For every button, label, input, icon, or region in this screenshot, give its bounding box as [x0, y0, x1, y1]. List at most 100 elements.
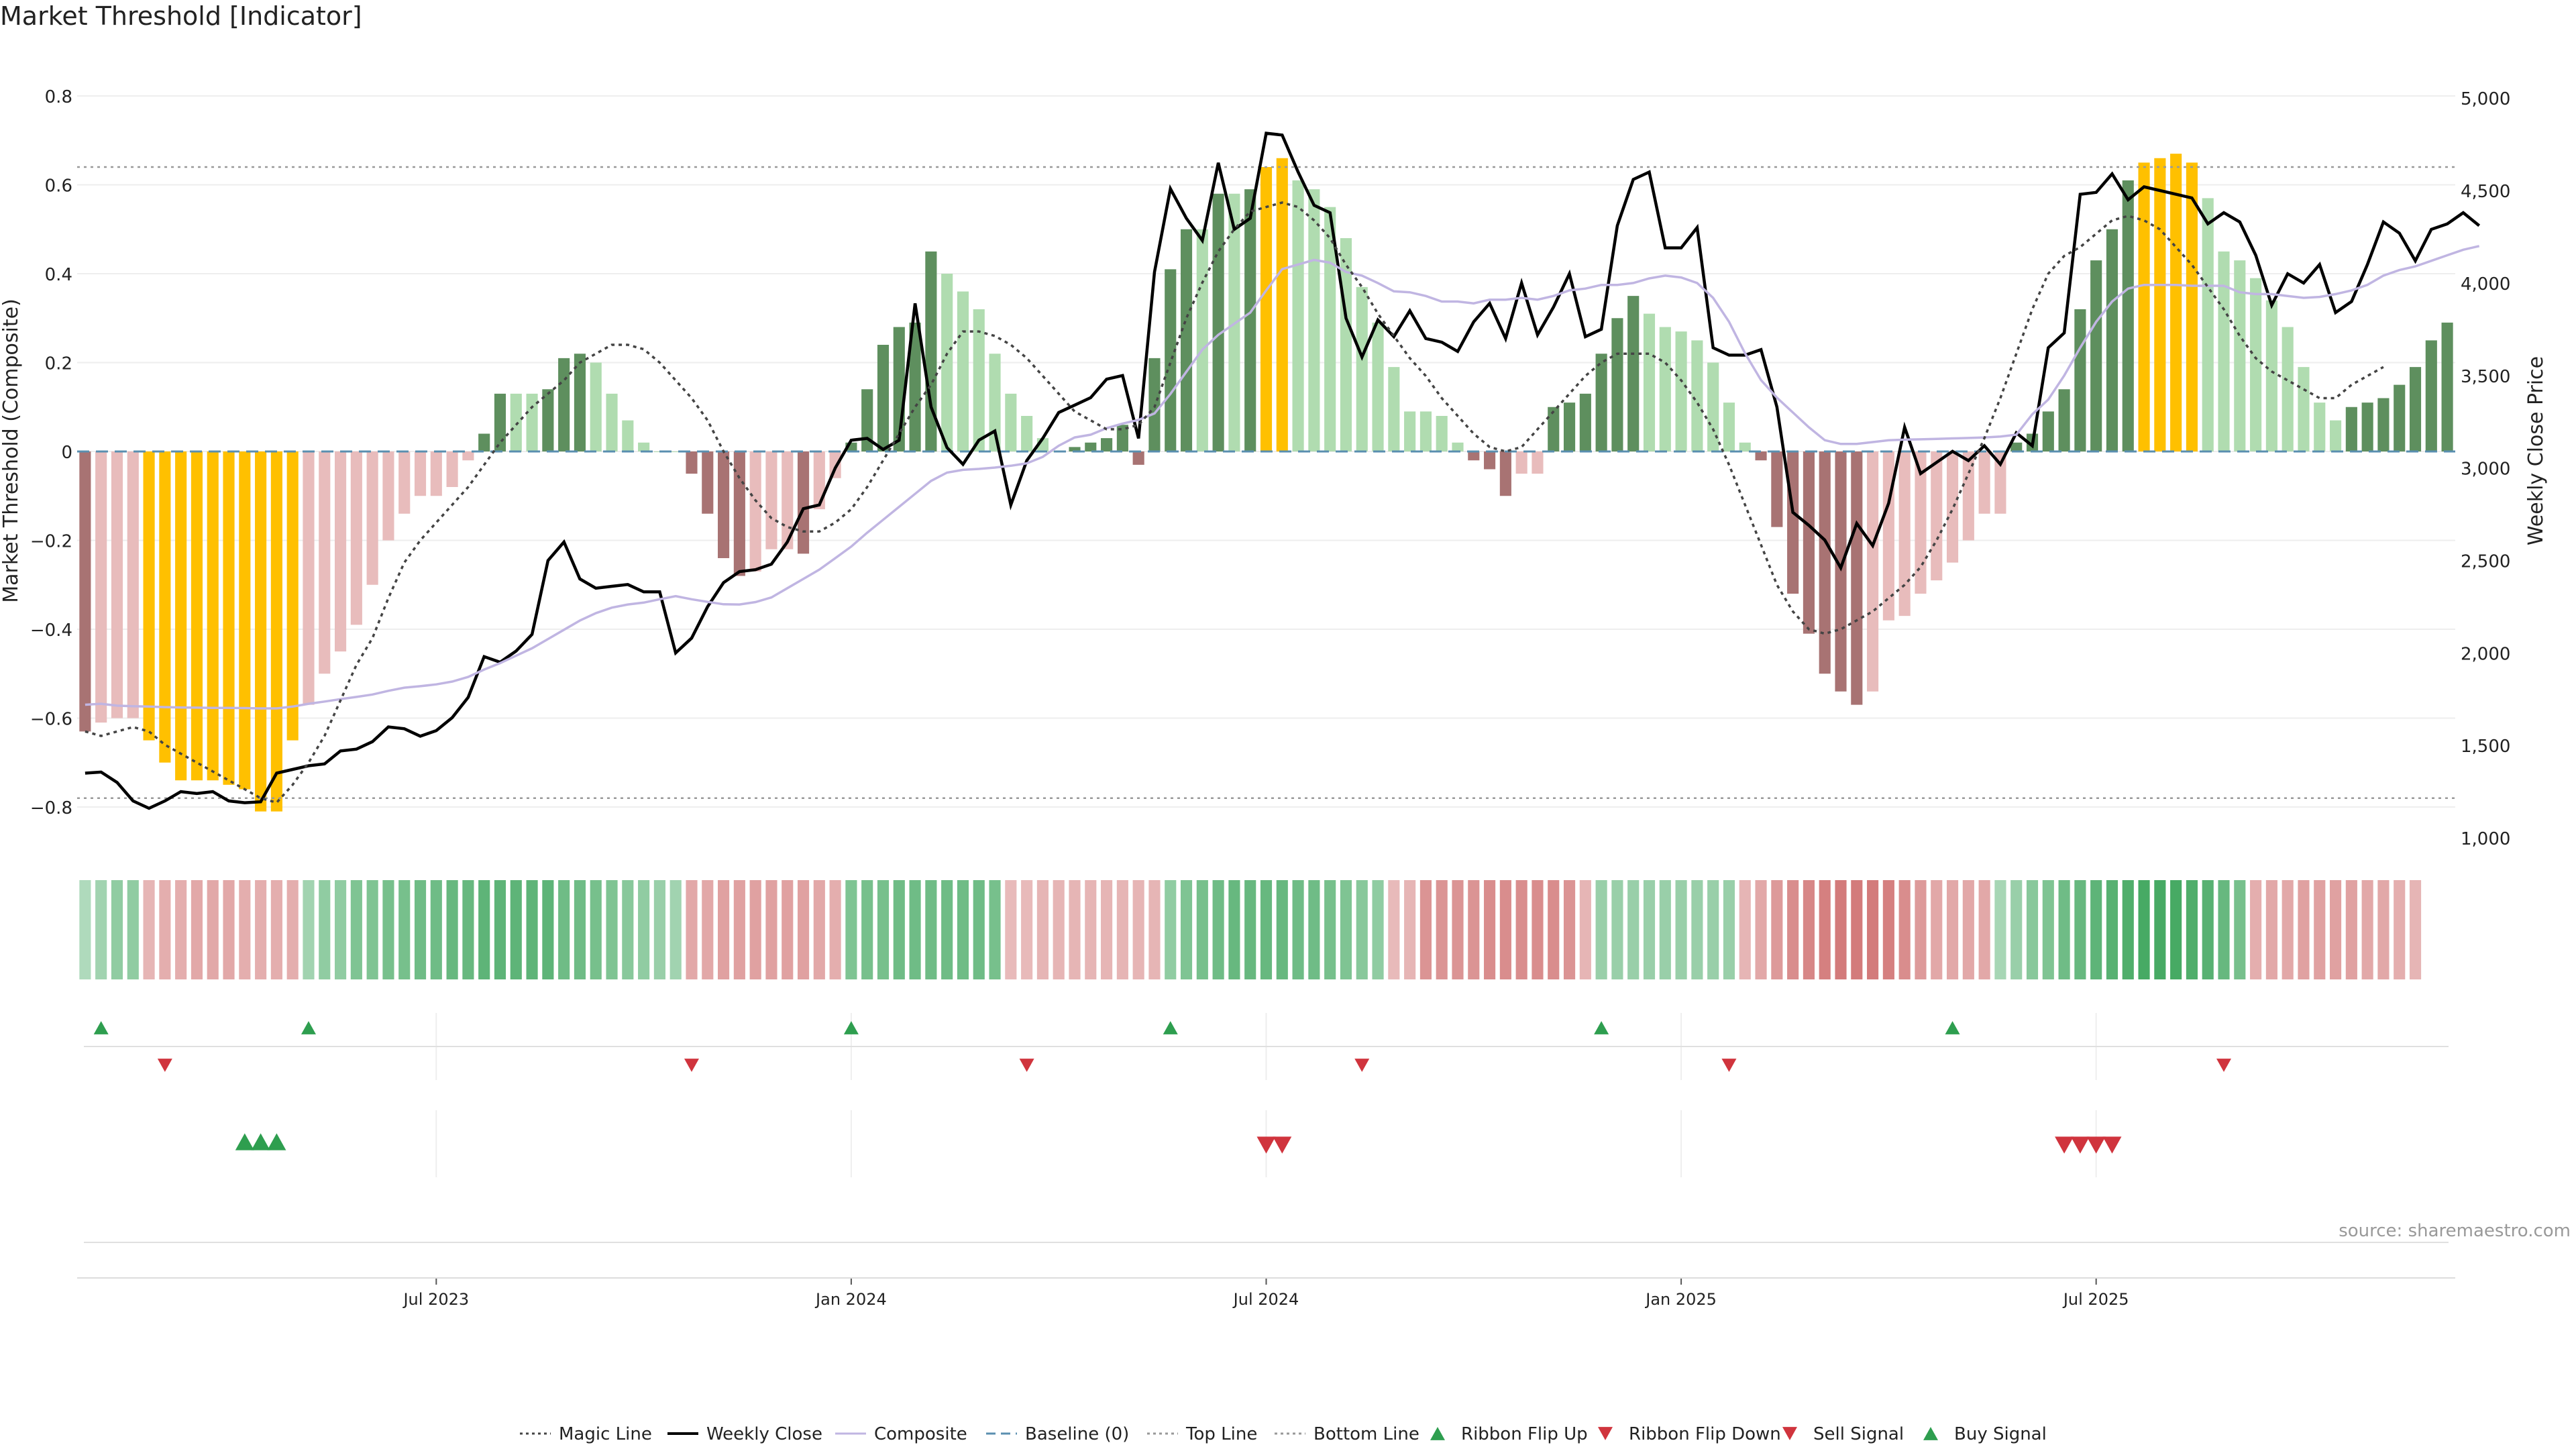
ribbon-cell: [1595, 880, 1607, 979]
y2-tick-label: 1,500: [2461, 737, 2510, 757]
composite-bar: [1978, 451, 1990, 514]
ribbon-cell: [702, 880, 714, 979]
ribbon-cell: [1548, 880, 1560, 979]
ribbon-cell: [1691, 880, 1703, 979]
composite-bar: [861, 389, 873, 451]
y-tick-label: −0.2: [30, 532, 72, 552]
ribbon-cell: [669, 880, 682, 979]
ribbon-cell: [909, 880, 921, 979]
ribbon-cell: [1739, 880, 1751, 979]
ribbon-cell: [207, 880, 219, 979]
composite-bar: [1915, 451, 1927, 594]
composite-bar: [542, 389, 554, 451]
composite-bar: [127, 451, 139, 718]
legend-label: Bottom Line: [1313, 1424, 1419, 1444]
composite-bar: [1180, 229, 1193, 451]
composite-bar: [1563, 402, 1576, 451]
sell-signal-marker: [2102, 1136, 2122, 1154]
composite-bar: [749, 451, 761, 572]
composite-bar: [2282, 327, 2294, 451]
composite-bar: [2394, 384, 2406, 451]
ribbon-cell: [1404, 880, 1416, 979]
composite-bar: [1468, 451, 1480, 461]
composite-bar: [1276, 158, 1288, 451]
ribbon-cell: [143, 880, 155, 979]
y2-tick-label: 5,000: [2461, 89, 2510, 109]
ribbon-cell: [2361, 880, 2373, 979]
y-tick-label: 0.2: [45, 354, 72, 374]
ribbon-cell: [749, 880, 761, 979]
ribbon-cell: [606, 880, 618, 979]
ribbon-cell: [765, 880, 777, 979]
composite-bar: [1819, 451, 1831, 674]
ribbon-cell: [1499, 880, 1511, 979]
ribbon-cell: [2042, 880, 2054, 979]
composite-bar: [1787, 451, 1799, 594]
ribbon-cell: [2234, 880, 2246, 979]
ribbon-cell: [2377, 880, 2390, 979]
ribbon-cell: [1723, 880, 1735, 979]
legend-label: Ribbon Flip Up: [1461, 1424, 1588, 1444]
composite-bar: [2361, 402, 2373, 451]
ribbon-cell: [718, 880, 730, 979]
ribbon-cell: [1388, 880, 1400, 979]
ribbon-cell: [1882, 880, 1894, 979]
ribbon-cell: [510, 880, 522, 979]
ribbon-cell: [2329, 880, 2342, 979]
composite-bar: [319, 451, 331, 674]
buy-signal-marker: [251, 1133, 270, 1150]
ribbon-cell: [366, 880, 378, 979]
composite-bar: [494, 393, 506, 451]
composite-bar: [925, 251, 937, 451]
composite-bar: [1962, 451, 1974, 541]
composite-bar: [1595, 354, 1607, 451]
y-tick-label: 0.8: [45, 87, 72, 107]
y-tick-label: −0.8: [30, 798, 72, 818]
ribbon-cell: [1579, 880, 1591, 979]
composite-bar: [1484, 451, 1496, 470]
ribbon-cell: [1675, 880, 1687, 979]
legend-label: Composite: [874, 1424, 967, 1444]
composite-bar: [270, 451, 282, 812]
ribbon-cell: [2394, 880, 2406, 979]
ribbon-cell: [973, 880, 985, 979]
ribbon-cell: [1436, 880, 1448, 979]
composite-bar: [2314, 402, 2326, 451]
ribbon-cell: [335, 880, 347, 979]
ribbon-cell: [1180, 880, 1193, 979]
ribbon-flip-down-marker: [2216, 1059, 2232, 1072]
ribbon-cell: [2154, 880, 2166, 979]
composite-bar: [2425, 340, 2437, 451]
composite-bar: [398, 451, 411, 514]
composite-bar: [1691, 340, 1703, 451]
chart-title: Market Threshold [Indicator]: [0, 1, 362, 31]
ribbon-cell: [2010, 880, 2023, 979]
composite-bar: [2138, 162, 2150, 451]
composite-bar: [2250, 278, 2262, 451]
ribbon-cell: [877, 880, 890, 979]
composite-bar: [1260, 167, 1273, 451]
composite-bar: [510, 393, 522, 451]
composite-bar: [1771, 451, 1783, 527]
composite-bar: [462, 451, 474, 461]
composite-bar: [1931, 451, 1943, 581]
ribbon-cell: [574, 880, 586, 979]
composite-bar: [350, 451, 362, 625]
composite-bar: [191, 451, 203, 781]
weekly-close-line: [85, 131, 2481, 810]
ribbon-cell: [1994, 880, 2006, 979]
composite-bar: [1436, 416, 1448, 451]
ribbon-cell: [1755, 880, 1767, 979]
composite-bar: [1308, 189, 1320, 451]
composite-bar: [1404, 411, 1416, 451]
magic-line-line: [85, 201, 2384, 804]
ribbon-flip-up-marker: [301, 1021, 316, 1034]
ribbon-cell: [1627, 880, 1640, 979]
ribbon-cell: [2186, 880, 2198, 979]
ribbon-cell: [462, 880, 474, 979]
ribbon-cell: [813, 880, 825, 979]
composite-bar: [1356, 286, 1368, 451]
legend-swatch: [1430, 1427, 1445, 1440]
ribbon-cell: [2058, 880, 2070, 979]
ribbon-cell: [1484, 880, 1496, 979]
